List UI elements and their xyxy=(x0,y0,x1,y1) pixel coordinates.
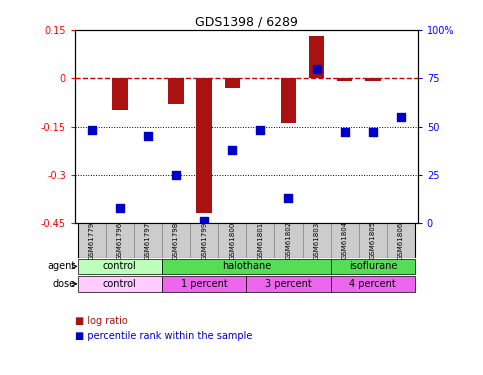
Text: GSM61800: GSM61800 xyxy=(229,221,235,260)
Text: GSM61801: GSM61801 xyxy=(257,221,263,260)
Point xyxy=(172,172,180,178)
Point xyxy=(88,128,96,134)
Text: control: control xyxy=(103,261,137,272)
Text: GSM61796: GSM61796 xyxy=(117,221,123,260)
Bar xyxy=(169,78,184,104)
Bar xyxy=(162,276,246,292)
Text: isoflurane: isoflurane xyxy=(349,261,397,272)
Text: control: control xyxy=(103,279,137,289)
Text: ■ percentile rank within the sample: ■ percentile rank within the sample xyxy=(75,331,252,341)
Text: 1 percent: 1 percent xyxy=(181,279,227,289)
Bar xyxy=(387,223,415,258)
Bar xyxy=(134,223,162,258)
Bar xyxy=(302,223,331,258)
Text: halothane: halothane xyxy=(222,261,271,272)
Text: GSM61805: GSM61805 xyxy=(370,221,376,260)
Bar xyxy=(197,78,212,213)
Bar xyxy=(274,223,302,258)
Text: ■ log ratio: ■ log ratio xyxy=(75,316,128,326)
Point xyxy=(200,218,208,224)
Bar xyxy=(331,259,415,274)
Bar xyxy=(78,259,162,274)
Text: GSM61803: GSM61803 xyxy=(313,221,320,260)
Point xyxy=(369,129,377,135)
Bar xyxy=(78,276,162,292)
Text: GSM61798: GSM61798 xyxy=(173,221,179,260)
Point xyxy=(256,128,264,134)
Point xyxy=(228,147,236,153)
Bar xyxy=(331,223,359,258)
Bar xyxy=(78,223,106,258)
Text: dose: dose xyxy=(52,279,75,289)
Text: GSM61804: GSM61804 xyxy=(341,221,348,260)
Text: 3 percent: 3 percent xyxy=(265,279,312,289)
Bar xyxy=(309,36,324,78)
Point xyxy=(284,195,292,201)
Text: agent: agent xyxy=(47,261,75,272)
Point xyxy=(313,66,320,72)
Text: GSM61779: GSM61779 xyxy=(89,221,95,260)
Bar xyxy=(162,223,190,258)
Bar xyxy=(225,78,240,88)
Bar xyxy=(106,223,134,258)
Bar xyxy=(359,223,387,258)
Text: GSM61802: GSM61802 xyxy=(285,221,292,260)
Bar xyxy=(162,259,331,274)
Bar xyxy=(190,223,218,258)
Bar xyxy=(246,276,331,292)
Point xyxy=(341,129,349,135)
Point xyxy=(397,114,405,120)
Bar xyxy=(365,78,381,81)
Text: 4 percent: 4 percent xyxy=(349,279,396,289)
Bar xyxy=(112,78,128,110)
Bar xyxy=(281,78,296,123)
Bar xyxy=(246,223,274,258)
Bar xyxy=(337,78,353,81)
Bar xyxy=(218,223,246,258)
Title: GDS1398 / 6289: GDS1398 / 6289 xyxy=(195,16,298,29)
Text: GSM61797: GSM61797 xyxy=(145,221,151,260)
Point xyxy=(116,205,124,211)
Text: GSM61799: GSM61799 xyxy=(201,221,207,260)
Text: GSM61806: GSM61806 xyxy=(398,221,404,260)
Bar xyxy=(331,276,415,292)
Point xyxy=(144,133,152,139)
